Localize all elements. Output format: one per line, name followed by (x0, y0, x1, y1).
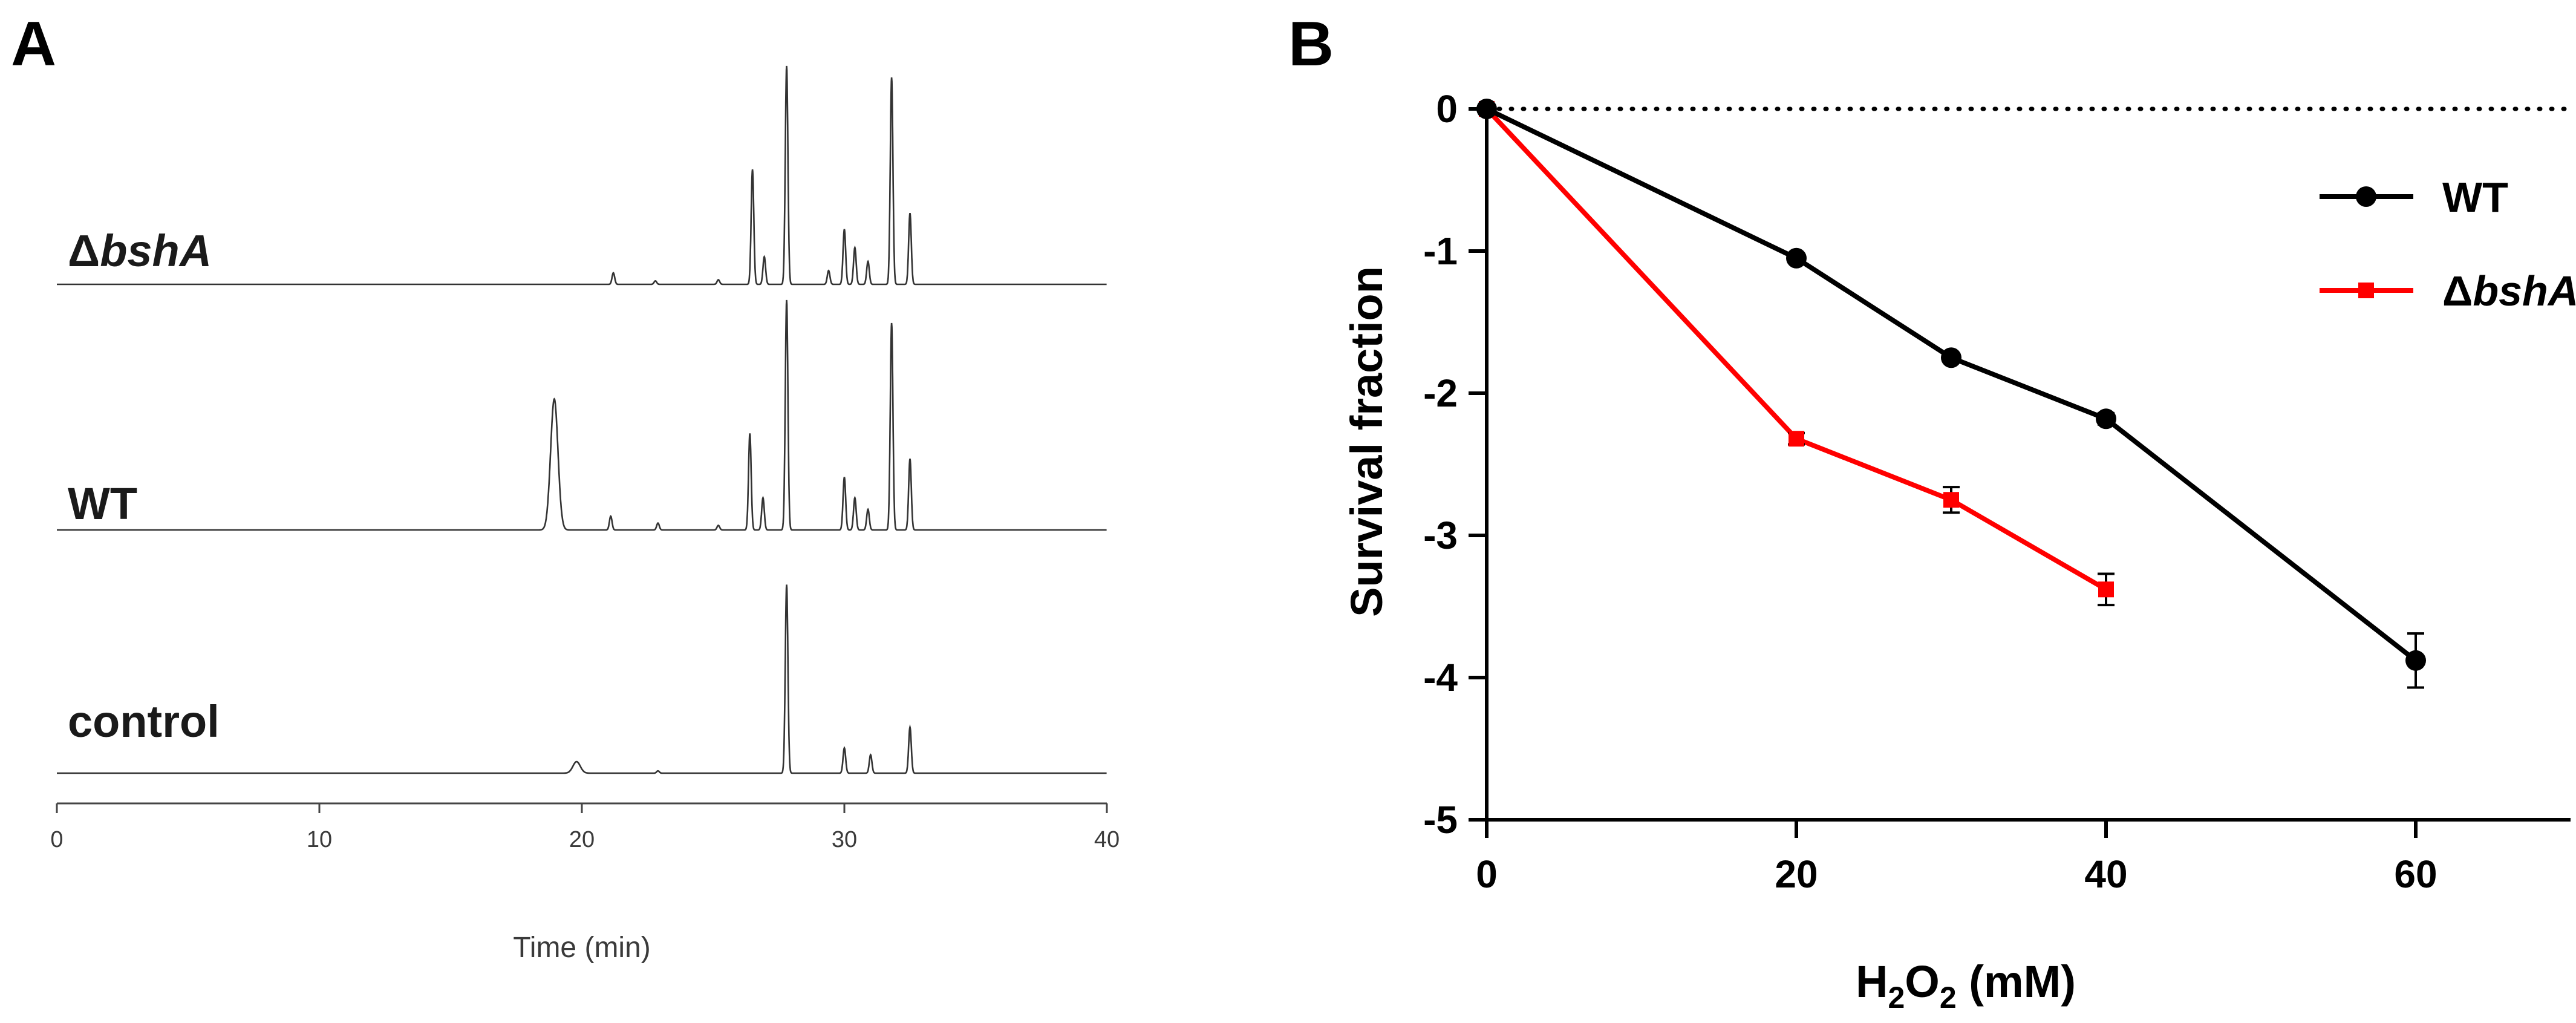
chromatogram-trace (57, 65, 1107, 286)
b-x-tick-label: 20 (1775, 852, 1818, 896)
b-x-tick-label: 60 (2394, 852, 2437, 896)
trace-label-control: control (68, 696, 220, 747)
trace-label-wt: WT (68, 479, 137, 529)
b-y-tick-label: -3 (1423, 514, 1458, 557)
a-x-tick-label: 40 (1094, 827, 1120, 852)
data-point (1941, 347, 1961, 368)
legend: WT ΔbshA (2320, 174, 2576, 315)
series-line (1485, 106, 2418, 662)
a-x-axis-title: Time (min) (513, 932, 651, 964)
a-x-tick-label: 10 (307, 827, 332, 852)
data-point (2096, 408, 2116, 430)
legend-wt-marker (2356, 186, 2376, 207)
a-x-tick-label: 0 (50, 827, 63, 852)
legend-bsha-label: ΔbshA (2442, 267, 2576, 315)
data-point (2098, 581, 2114, 598)
panel-b-letter: B (1288, 9, 1334, 79)
b-series (1476, 99, 2426, 689)
data-point (2405, 650, 2426, 671)
a-x-ticks: 0 10 20 30 40 (50, 803, 1120, 852)
data-point (1789, 431, 1804, 447)
chromatogram-traces (57, 65, 1107, 774)
b-y-tick-label: -4 (1423, 656, 1458, 699)
chromatogram-trace (57, 299, 1107, 531)
legend-bsha-marker (2358, 283, 2374, 298)
data-point (1786, 247, 1807, 269)
b-y-tick-label: -5 (1423, 798, 1458, 842)
b-axes: 0 -1 -2 -3 -4 -5 0 20 40 60 (1423, 87, 2573, 896)
panel-b-survival: B 0 -1 -2 -3 -4 -5 0 20 40 60 Survival fraction H… (1288, 9, 2576, 1015)
data-point (1943, 492, 1959, 508)
b-y-axis-title: Survival fraction (1342, 266, 1392, 617)
panel-a-letter: A (11, 9, 56, 79)
a-x-tick-label: 20 (569, 827, 595, 852)
legend-wt-label: WT (2442, 174, 2508, 221)
b-y-tick-label: 0 (1436, 87, 1458, 131)
b-y-tick-label: -1 (1423, 229, 1458, 273)
b-x-tick-label: 40 (2084, 852, 2127, 896)
data-point (1476, 99, 1497, 119)
series-line (1485, 107, 2108, 592)
b-x-tick-label: 0 (1476, 852, 1498, 896)
b-x-axis-title: H2O2 (mM) (1856, 956, 2076, 1015)
panel-a-chromatogram: A ΔbshA WT control 0 10 20 30 40 Time (min) (11, 9, 1120, 964)
trace-label-bsha: ΔbshA (68, 226, 212, 276)
chromatogram-trace (57, 584, 1107, 774)
b-y-tick-label: -2 (1423, 371, 1458, 415)
a-x-tick-label: 30 (832, 827, 857, 852)
